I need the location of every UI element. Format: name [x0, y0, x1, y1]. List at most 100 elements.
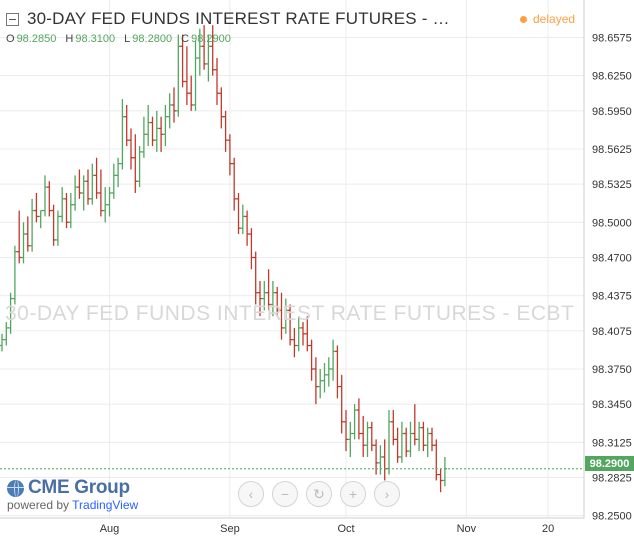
zoom-out-button[interactable]: − [272, 481, 298, 507]
ohlc-bar [356, 398, 362, 440]
ohlc-bar [348, 421, 353, 457]
ohlc-bar [55, 210, 61, 246]
ohlc-bar [318, 368, 323, 399]
time-tick-label: Sep [220, 523, 240, 535]
price-tick-label: 98.2500 [592, 511, 632, 523]
ohlc-bar [257, 280, 263, 317]
ohlc-bar [51, 204, 56, 246]
ohlc-bar [124, 104, 129, 147]
ohlc-bar [154, 110, 159, 152]
ohlc-bar [408, 421, 413, 457]
ohlc-bar [201, 25, 207, 70]
cme-group-logo[interactable]: CME Group [7, 477, 130, 499]
ohlc-bar [236, 192, 241, 235]
ohlc-bar [232, 157, 237, 211]
ohlc-bar [77, 169, 82, 199]
price-tick-label: 98.4700 [592, 253, 632, 265]
ohlc-bar [322, 363, 327, 393]
ohlc-bar [171, 87, 177, 123]
price-tick-label: 98.3750 [592, 364, 632, 376]
price-tick-label: 98.2825 [592, 473, 632, 485]
chart-navigation: ‹ − ↻ + › [238, 481, 408, 507]
ohlc-bar [38, 209, 43, 229]
ohlc-bar [404, 427, 409, 457]
tradingview-link[interactable]: TradingView [72, 498, 139, 512]
ohlc-bar [309, 339, 314, 381]
ohlc-bar [47, 181, 52, 217]
ohlc-bar [287, 304, 293, 346]
ohlc-bar [103, 187, 108, 223]
ohlc-bar [438, 468, 443, 493]
minus-icon: − [280, 486, 290, 502]
ohlc-bar [25, 216, 30, 252]
ohlc-bar [275, 286, 280, 317]
ohlc-bar [395, 427, 400, 463]
collapse-legend-button[interactable] [6, 12, 19, 26]
ohlc-bar [193, 40, 198, 111]
ohlc-bar [335, 345, 340, 399]
scroll-back-button[interactable]: ‹ [238, 481, 264, 507]
powered-by[interactable]: powered by TradingView [7, 498, 138, 512]
ohlc-bar [339, 374, 344, 434]
ohlc-bar [313, 357, 319, 405]
ohlc-bar [64, 192, 69, 229]
ohlc-bar [120, 99, 125, 170]
open-value: 98.2850 [16, 33, 57, 45]
ohlc-bars [0, 25, 448, 493]
ohlc-bar [425, 427, 430, 457]
ohlc-bar [240, 204, 245, 235]
close-label: C [181, 33, 190, 45]
delayed-dot-icon [520, 15, 527, 23]
ohlc-bar [305, 316, 310, 352]
time-tick-label: Oct [337, 523, 354, 535]
price-tick-label: 98.4375 [592, 291, 632, 303]
ohlc-bar [326, 357, 331, 387]
close-value: 98.2900 [191, 33, 231, 45]
ohlc-bar [210, 25, 215, 76]
price-tick-label: 98.6575 [592, 32, 632, 44]
ohlc-bar [365, 421, 370, 457]
refresh-icon: ↻ [313, 485, 325, 502]
ohlc-bar [283, 298, 288, 334]
ohlc-legend: O 98.2850 H 98.3100 L 98.2800 C 98.2900 [6, 33, 237, 45]
ohlc-bar [214, 58, 220, 105]
price-axis[interactable]: 98.6575 98.6250 98.5950 98.5625 98.5325 98.50… [592, 32, 632, 522]
powered-prefix: powered by [7, 498, 73, 512]
ohlc-bar [133, 134, 138, 193]
zoom-in-button[interactable]: + [340, 481, 366, 507]
ohlc-bar [184, 46, 190, 105]
reset-chart-button[interactable]: ↻ [306, 481, 332, 507]
scroll-forward-button[interactable]: › [374, 481, 400, 507]
price-tick-label: 98.5325 [592, 179, 632, 191]
ohlc-bar [382, 439, 387, 481]
ohlc-bar [141, 116, 147, 158]
ohlc-bar [107, 187, 112, 217]
time-axis[interactable]: Aug Sep Oct Nov 20 [100, 523, 555, 535]
ohlc-bar [391, 410, 396, 446]
delayed-label: delayed [533, 12, 576, 26]
ohlc-bar [85, 169, 91, 205]
globe-icon [7, 479, 24, 497]
ohlc-bar [94, 157, 99, 199]
time-tick-label: Nov [457, 523, 477, 535]
ohlc-bar [128, 128, 134, 170]
ohlc-bar [163, 104, 168, 147]
ohlc-bar [223, 110, 228, 152]
brand-name: CME Group [28, 477, 130, 498]
price-tick-label: 98.6250 [592, 71, 632, 83]
price-tick-label: 98.3450 [592, 399, 632, 411]
ohlc-bar [111, 163, 116, 199]
ohlc-bar [361, 415, 366, 457]
ohlc-bar [421, 421, 426, 452]
last-price-tag: 98.2900 [585, 456, 634, 471]
price-tick-label: 98.4075 [592, 326, 632, 338]
ohlc-bar [150, 116, 155, 147]
ohlc-bar [279, 292, 284, 340]
ohlc-bar [81, 175, 86, 211]
ohlc-bar [270, 280, 276, 317]
ohlc-bar [292, 327, 297, 358]
ohlc-bar [42, 175, 48, 217]
ohlc-bar [4, 322, 9, 346]
ohlc-bar [434, 439, 439, 481]
